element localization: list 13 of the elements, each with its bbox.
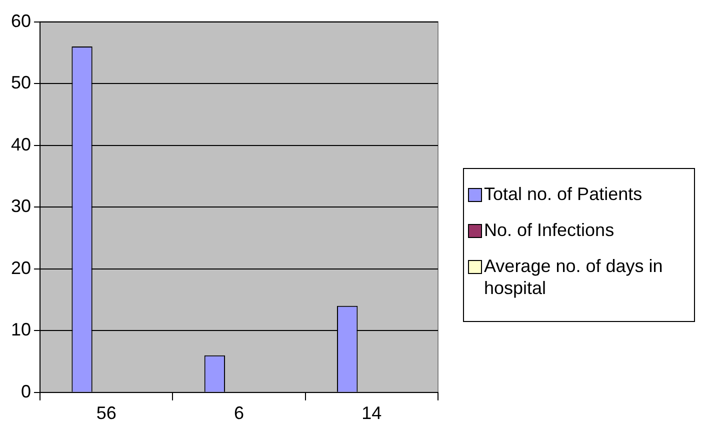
y-tick-label: 40: [10, 134, 32, 154]
legend-label: No. of Infections: [484, 219, 614, 241]
y-tick-label: 30: [10, 196, 32, 216]
x-tick-label: 14: [362, 403, 382, 424]
x-tick-label: 6: [234, 403, 244, 424]
x-tick-label: 56: [96, 403, 116, 424]
y-tick-label: 10: [10, 320, 32, 340]
y-tick-label: 60: [10, 10, 32, 31]
y-tick-label: 20: [10, 258, 32, 278]
legend-label: Average no. of days in hospital: [484, 255, 664, 299]
legend-label: Total no. of Patients: [484, 183, 642, 205]
y-tick-label: 50: [10, 72, 32, 93]
y-tick-label: 0: [21, 381, 32, 402]
